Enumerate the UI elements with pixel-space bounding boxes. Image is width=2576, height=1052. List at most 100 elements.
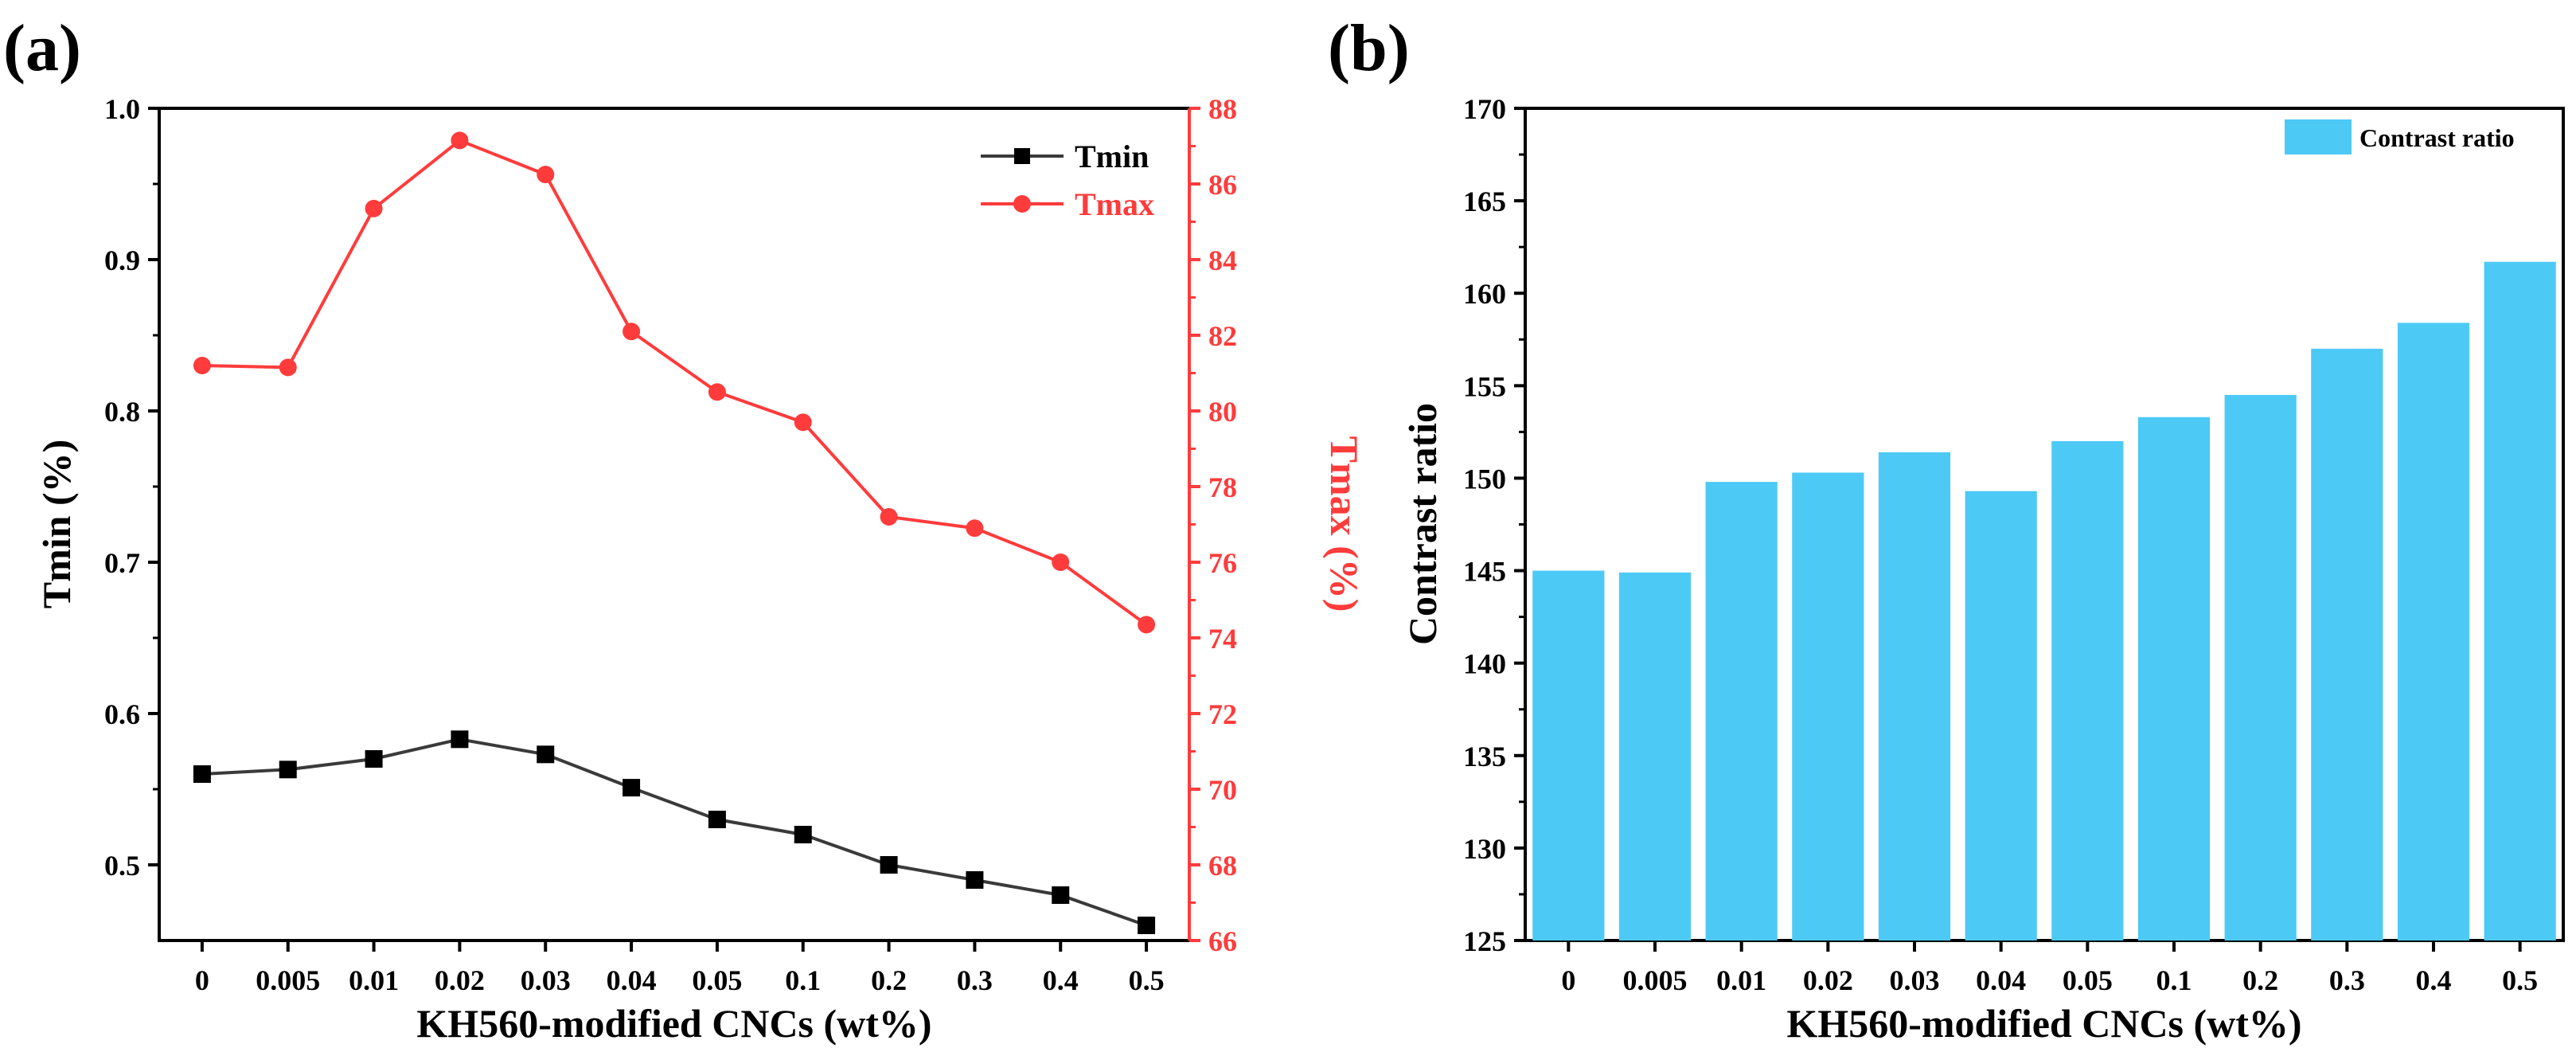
panel-a-x-tick-label: 0.05 (692, 964, 742, 996)
panel-b-x-tick-label: 0.2 (2242, 964, 2278, 996)
series-tmax-point (451, 131, 469, 150)
panel-b-x-tick-label: 0.005 (1623, 964, 1688, 996)
series-tmax-point (1138, 616, 1156, 634)
series-tmin-point (365, 750, 383, 768)
panel-b-y-tick-label: 170 (1463, 93, 1506, 125)
panel-a-x-axis: 0 0.005 0.01 0.02 0.03 0.04 0.05 0.1 0.2 0.3 0.4 0.… (195, 941, 1165, 996)
series-tmin-point (537, 745, 555, 764)
panel-a-left-tick-label: 0.6 (104, 698, 140, 730)
panel-a-x-tick-label: 0.3 (957, 964, 993, 996)
bar (2224, 394, 2297, 941)
panel-b-y-tick-label: 160 (1463, 278, 1506, 310)
panel-a-right-tick-label: 66 (1208, 925, 1237, 957)
panel-a-left-tick-label: 0.7 (104, 547, 140, 579)
panel-a-x-tick-label: 0.02 (435, 964, 485, 996)
panel-a-x-tick-label: 0.03 (521, 964, 571, 996)
panel-a-x-tick-label: 0.1 (785, 964, 821, 996)
bar (1878, 452, 1951, 941)
panel-a-series (193, 131, 1156, 934)
panel-b-y-tick-label: 135 (1463, 741, 1506, 772)
panel-a-legend: Tmin Tmax (981, 139, 1154, 222)
panel-a-x-axis-title: KH560-modified CNCs (wt%) (416, 1001, 931, 1046)
panel-a-right-axis: 66 68 70 72 74 76 78 80 82 84 86 88 (1188, 93, 1237, 957)
panel-b-x-tick-label: 0.5 (2502, 964, 2538, 996)
series-tmax-point (279, 358, 297, 377)
panel-b-bars (1532, 261, 2556, 941)
panel-a-x-tick-label: 0 (195, 964, 209, 996)
panel-b-x-tick-label: 0.3 (2329, 964, 2365, 996)
panel-a-line-chart: 0.5 0.6 0.7 0.8 0.9 1.0 66 68 70 72 74 76 78 80 82 84 8… (34, 93, 1367, 1046)
legend-contrast-label: Contrast ratio (2359, 123, 2515, 152)
bar (2484, 261, 2556, 941)
panel-a-left-axis: 0.5 0.6 0.7 0.8 0.9 1.0 (104, 93, 159, 882)
panel-a-left-tick-label: 1.0 (104, 93, 140, 125)
panel-a-x-tick-label: 0.2 (871, 964, 907, 996)
panel-b-bar-chart: 125 130 135 140 145 150 155 160 165 170 0 0.005 0.0… (1400, 93, 2565, 1046)
series-tmin-point (794, 826, 812, 843)
panel-b-legend: Contrast ratio (2285, 119, 2515, 154)
panel-a-left-tick-label: 0.9 (104, 244, 140, 276)
series-tmin-point (279, 761, 297, 779)
panel-a-right-tick-label: 86 (1208, 169, 1237, 201)
panel-a-right-tick-label: 82 (1208, 320, 1237, 352)
series-tmin-point (1052, 886, 1070, 904)
bar (1532, 570, 1605, 941)
series-tmin-point (708, 811, 726, 828)
panel-a-left-tick-label: 0.8 (104, 396, 140, 428)
bar (2051, 441, 2124, 941)
bar (2311, 348, 2383, 941)
panel-a-right-tick-label: 72 (1208, 698, 1237, 730)
panel-b-x-axis-title: KH560-modified CNCs (wt%) (1786, 1001, 2301, 1046)
panel-b-y-tick-label: 155 (1463, 370, 1506, 402)
series-tmin-point (880, 856, 898, 874)
bar (1792, 472, 1864, 941)
panel-a-x-tick-label: 0.04 (607, 964, 657, 996)
series-tmin-point (623, 779, 641, 797)
bar (1965, 491, 2037, 941)
panel-b-x-tick-label: 0.4 (2416, 964, 2452, 996)
panel-a-y-axis-title: Tmin (%) (34, 440, 79, 609)
series-tmax-point (193, 357, 211, 374)
legend-contrast-swatch (2285, 119, 2352, 154)
panel-a-right-tick-label: 84 (1208, 244, 1237, 276)
series-tmax-line (201, 139, 1148, 626)
panel-a-right-tick-label: 68 (1208, 850, 1237, 882)
series-tmax-point (537, 166, 555, 184)
legend-tmin-marker (1014, 148, 1030, 164)
series-tmin-line (201, 737, 1147, 927)
bar (1618, 572, 1692, 941)
series-tmin-point (451, 730, 469, 749)
panel-b-y-axis-title: Contrast ratio (1400, 403, 1445, 645)
series-tmax-point (1052, 553, 1070, 571)
series-tmax-point (794, 413, 812, 432)
series-tmax-point (623, 323, 641, 341)
panel-b-x-tick-label: 0.01 (1716, 964, 1766, 996)
panel-a-x-tick-label: 0.5 (1129, 964, 1165, 996)
panel-b-x-tick-label: 0.04 (1976, 964, 2026, 996)
panel-a-left-tick-label: 0.5 (104, 850, 140, 882)
panel-b-x-tick-label: 0 (1561, 964, 1575, 996)
panel-b-x-axis: 0 0.005 0.01 0.02 0.03 0.04 0.05 0.1 0.2 0.3 0.4 0.… (1561, 941, 2538, 996)
panel-b-y-tick-label: 140 (1463, 648, 1506, 680)
series-tmin-point (193, 765, 211, 783)
series-tmax-point (966, 519, 984, 538)
bar (1705, 482, 1778, 941)
panel-b-y-axis: 125 130 135 140 145 150 155 160 165 170 (1463, 93, 1525, 957)
panel-a-x-tick-label: 0.005 (256, 964, 320, 996)
panel-a-right-tick-label: 74 (1208, 623, 1237, 655)
legend-tmin-label: Tmin (1075, 139, 1149, 174)
panel-a-right-tick-label: 76 (1208, 547, 1237, 579)
bar (2397, 323, 2470, 941)
panel-b-y-tick-label: 130 (1463, 833, 1506, 865)
legend-tmax-label: Tmax (1075, 186, 1154, 222)
series-tmax-point (880, 508, 898, 526)
panel-a-y2-axis-title: Tmax (%) (1322, 436, 1367, 612)
series-tmax-point (708, 383, 726, 401)
panel-label-a: (a) (3, 11, 81, 85)
series-tmin-point (966, 871, 984, 889)
panel-b-y-tick-label: 165 (1463, 186, 1506, 217)
panel-a-right-tick-label: 70 (1208, 774, 1237, 806)
legend-tmax-marker (1013, 195, 1031, 213)
panel-b-y-tick-label: 125 (1463, 925, 1506, 957)
